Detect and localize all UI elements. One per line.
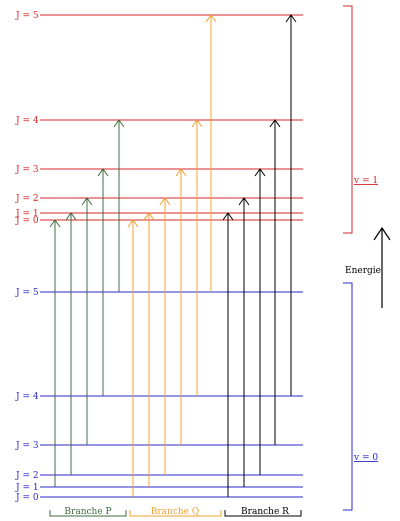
lower-state-brace [343, 282, 353, 511]
branche-r-transition-arrow [285, 14, 297, 396]
branche-p-transition-arrow [97, 168, 109, 396]
upper-level-label-j1: J = 1 [15, 209, 39, 219]
branche-r-transition-head [222, 212, 234, 221]
branche-p-transition-arrow [65, 212, 77, 475]
braces-layer: v = 1 v = 0 Energie [343, 5, 391, 511]
branche-p-transition-head [49, 219, 61, 228]
lower-level-label-j4: J = 4 [15, 392, 39, 402]
branche-r-transition-arrow [269, 119, 281, 445]
branche-q-transition-arrow [127, 219, 139, 497]
branche-q-transition-head [191, 119, 203, 128]
branche-p-transition-head [81, 197, 93, 206]
upper-level-label-j3: J = 3 [15, 165, 39, 175]
branche-q-transition-head [175, 168, 187, 177]
transitions-layer [49, 14, 297, 497]
branche-q-transition-arrow [159, 197, 171, 475]
levels-layer: J = 0J = 1J = 2J = 3J = 4J = 5J = 0J = 1… [15, 11, 303, 503]
lower-level-label-j5: J = 5 [15, 288, 39, 298]
branche-p-transition-head [113, 119, 125, 128]
upper-level-label-j4: J = 4 [15, 116, 39, 126]
energy-arrow [373, 226, 391, 308]
upper-state-label: v = 1 [353, 176, 378, 186]
branche-p-transition-head [97, 168, 109, 177]
branche-q-transition-head [159, 197, 171, 206]
lower-level-label-j1: J = 1 [15, 483, 39, 493]
branche-q-transition-head [127, 219, 139, 228]
branche-p-bracket [49, 510, 127, 517]
branche-r-transition-head [269, 119, 281, 128]
branche-r-bracket [224, 510, 302, 517]
branche-p-transition-head [65, 212, 77, 221]
branche-r-transition-arrow [238, 197, 250, 487]
branche-q-transition-arrow [175, 168, 187, 445]
branche-r-transition-arrow [222, 212, 234, 497]
energy-arrow-head [373, 226, 391, 241]
branche-q-transition-arrow [143, 212, 155, 487]
branche-r-transition-arrow [254, 168, 266, 475]
branche-r-transition-head [254, 168, 266, 177]
branche-r-transition-head [238, 197, 250, 206]
branche-q-transition-head [143, 212, 155, 221]
lower-level-label-j0: J = 0 [15, 493, 39, 503]
upper-state-brace [343, 5, 353, 234]
branche-p-transition-arrow [81, 197, 93, 445]
lower-state-label: v = 0 [353, 453, 378, 463]
branche-q-transition-arrow [205, 14, 217, 292]
branche-p-label: Branche P [64, 507, 111, 517]
branche-p-transition-arrow [113, 119, 125, 292]
branche-q-bracket [129, 510, 222, 517]
branche-p-transition-arrow [49, 219, 61, 487]
upper-level-label-j2: J = 2 [15, 194, 39, 204]
energy-axis-label: Energie [345, 266, 381, 276]
branch-labels-layer: Branche P Branche Q Branche R [49, 507, 302, 517]
lower-level-label-j3: J = 3 [15, 441, 39, 451]
branche-r-transition-head [285, 14, 297, 23]
upper-level-label-j0: J = 0 [15, 216, 39, 226]
branche-q-transition-head [205, 14, 217, 23]
upper-level-label-j5: J = 5 [15, 11, 39, 21]
lower-level-label-j2: J = 2 [15, 471, 39, 481]
branche-r-label: Branche R [241, 507, 289, 517]
branche-q-label: Branche Q [151, 507, 199, 517]
branche-q-transition-arrow [191, 119, 203, 396]
